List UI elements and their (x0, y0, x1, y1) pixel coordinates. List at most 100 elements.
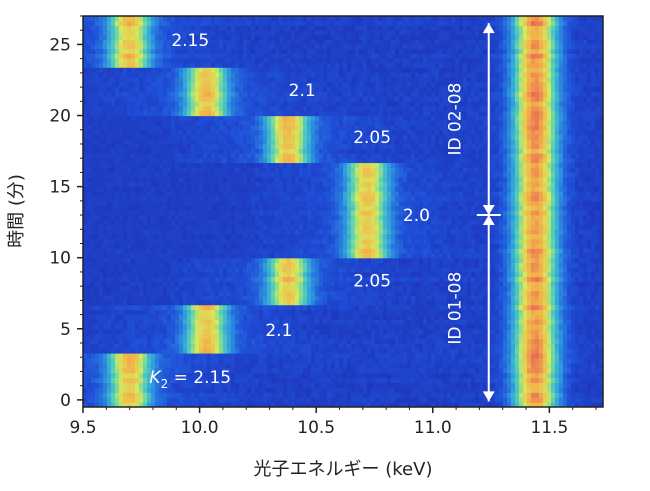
heatmap-cell (211, 257, 216, 263)
heatmap-cell (291, 357, 296, 364)
heatmap-cell (579, 372, 584, 379)
heatmap-cell (407, 257, 412, 263)
heatmap-cell (355, 257, 360, 263)
heatmap-cell (419, 402, 424, 407)
heatmap-cell (299, 309, 304, 315)
heatmap-cell (467, 248, 472, 254)
heatmap-cell (583, 309, 588, 315)
heatmap-cell (443, 281, 448, 287)
heatmap-cell (263, 290, 268, 296)
heatmap-cell (427, 333, 432, 340)
heatmap-cell (235, 402, 240, 407)
heatmap-cell (163, 338, 168, 344)
heatmap-cell (407, 290, 412, 296)
heatmap-cell (247, 224, 252, 230)
heatmap-cell (239, 333, 244, 340)
heatmap-cell (295, 319, 300, 325)
heatmap-cell (539, 357, 544, 364)
heatmap-cell (387, 328, 392, 335)
heatmap-cell (451, 323, 456, 330)
heatmap-cell (499, 252, 504, 259)
heatmap-cell (523, 257, 528, 263)
heatmap-cell (431, 267, 436, 273)
heatmap-cell (187, 219, 192, 225)
heatmap-cell (483, 252, 488, 259)
heatmap-cell (127, 295, 132, 301)
heatmap-cell (203, 377, 208, 384)
heatmap-cell (155, 323, 160, 330)
heatmap-cell (431, 233, 436, 240)
heatmap-cell (147, 252, 152, 259)
heatmap-cell (583, 323, 588, 330)
heatmap-cell (515, 314, 520, 320)
heatmap-cell (175, 402, 180, 407)
heatmap-cell (259, 348, 264, 354)
heatmap-cell (291, 333, 296, 340)
heatmap-cell (427, 397, 432, 403)
heatmap-cell (307, 352, 312, 359)
heatmap-cell (599, 382, 603, 388)
heatmap-cell (463, 367, 468, 374)
heatmap-cell (259, 333, 264, 340)
heatmap-cell (427, 243, 432, 249)
heatmap-cell (131, 352, 136, 359)
heatmap-cell (539, 309, 544, 315)
heatmap-cell (159, 333, 164, 340)
heatmap-cell (331, 290, 336, 296)
heatmap-cell (315, 382, 320, 388)
heatmap-cell (551, 323, 556, 330)
heatmap-cell (475, 276, 480, 282)
heatmap-cell (399, 224, 404, 230)
heatmap-cell (355, 314, 360, 320)
heatmap-cell (591, 224, 596, 230)
heatmap-cell (407, 295, 412, 301)
heatmap-cell (583, 377, 588, 384)
heatmap-cell (99, 338, 104, 344)
heatmap-cell (235, 257, 240, 263)
heatmap-cell (415, 319, 420, 325)
heatmap-cell (111, 319, 116, 325)
heatmap-cell (515, 323, 520, 330)
heatmap-cell (107, 377, 112, 384)
heatmap-cell (235, 276, 240, 282)
heatmap-cell (379, 285, 384, 292)
heatmap-cell (279, 252, 284, 259)
heatmap-cell (87, 248, 92, 254)
heatmap-cell (227, 397, 232, 403)
heatmap-cell (547, 319, 552, 325)
heatmap-cell (387, 224, 392, 230)
heatmap-cell (547, 387, 552, 393)
heatmap-cell (547, 233, 552, 240)
heatmap-cell (599, 377, 603, 384)
heatmap-cell (203, 362, 208, 369)
heatmap-cell (591, 314, 596, 320)
heatmap-cell (595, 397, 600, 403)
heatmap-cell (523, 285, 528, 292)
heatmap-cell (427, 377, 432, 384)
heatmap-cell (559, 348, 564, 354)
heatmap-cell (423, 367, 428, 374)
heatmap-cell (195, 229, 200, 235)
heatmap-cell (439, 224, 444, 230)
heatmap-cell (91, 271, 96, 278)
heatmap-cell (319, 362, 324, 369)
heatmap-cell (467, 343, 472, 349)
heatmap-cell (267, 343, 272, 349)
heatmap-cell (283, 348, 288, 354)
heatmap-cell (435, 323, 440, 330)
heatmap-cell (455, 309, 460, 315)
heatmap-cell (207, 328, 212, 335)
heatmap-cell (107, 299, 112, 306)
heatmap-cell (219, 362, 224, 369)
heatmap-cell (203, 392, 208, 398)
heatmap-cell (159, 309, 164, 315)
heatmap-cell (367, 314, 372, 320)
heatmap-cell (215, 262, 220, 268)
heatmap-cell (483, 372, 488, 379)
heatmap-cell (343, 295, 348, 301)
heatmap-cell (555, 392, 560, 398)
heatmap-cell (347, 392, 352, 398)
heatmap-cell (379, 372, 384, 379)
heatmap-cell (399, 348, 404, 354)
heatmap-cell (159, 362, 164, 369)
